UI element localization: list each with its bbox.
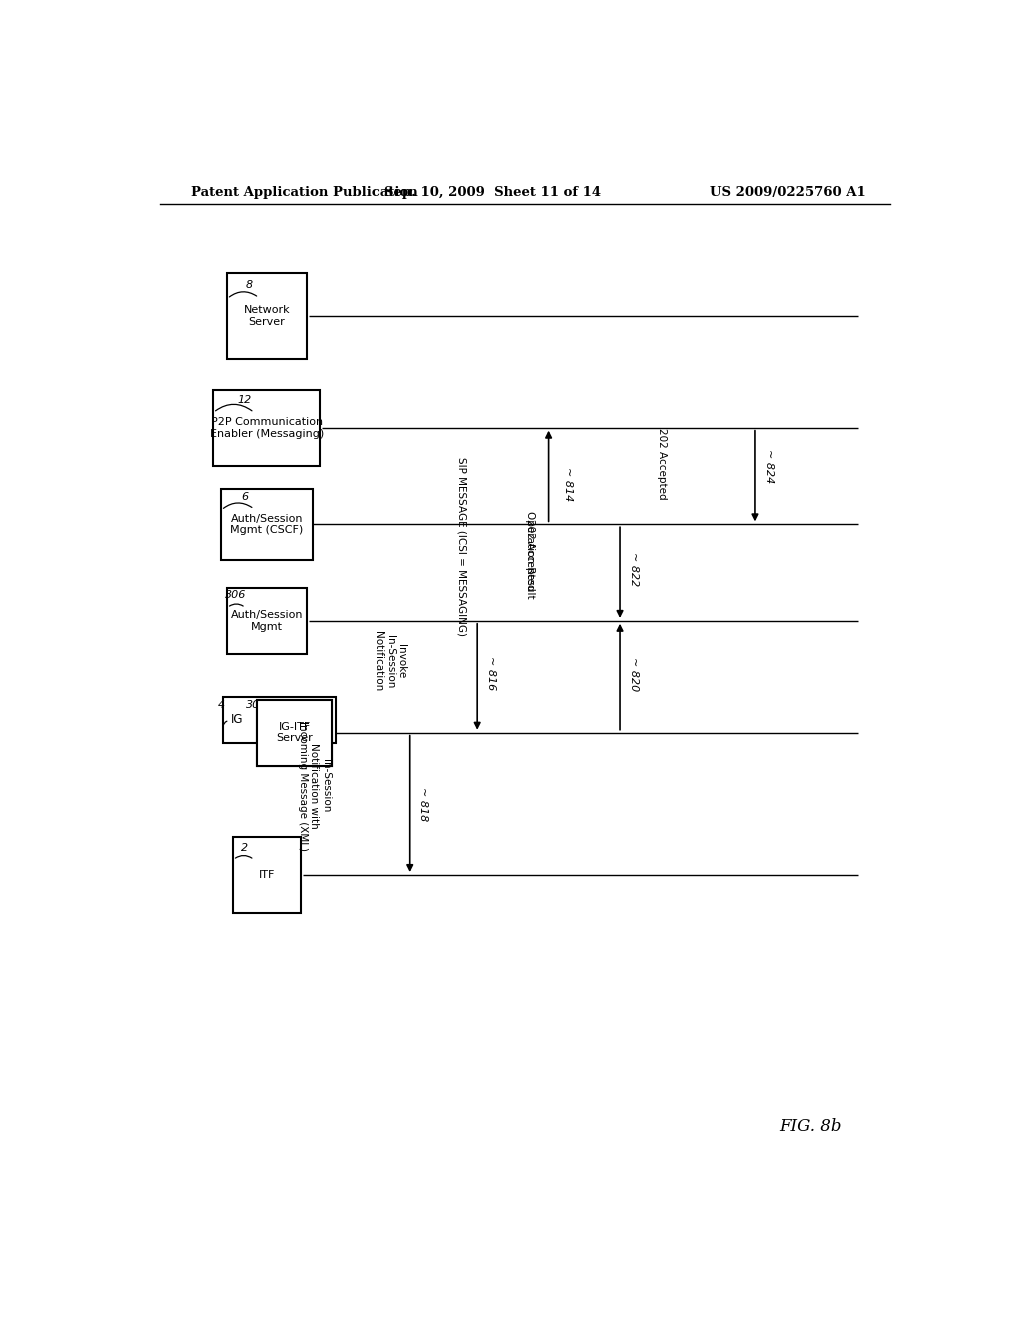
Text: ~ 814: ~ 814 — [563, 466, 573, 500]
Text: 202 Accepted: 202 Accepted — [657, 428, 667, 499]
Text: SIP MESSAGE (ICSI = MESSAGING): SIP MESSAGE (ICSI = MESSAGING) — [457, 457, 466, 636]
Bar — [233, 837, 301, 913]
Bar — [227, 273, 306, 359]
Text: 8: 8 — [246, 280, 253, 290]
Text: FIG. 8b: FIG. 8b — [779, 1118, 842, 1134]
Text: 306: 306 — [225, 590, 247, 601]
Text: 4: 4 — [218, 700, 225, 710]
Bar — [227, 587, 306, 653]
Text: IG: IG — [231, 714, 244, 726]
Text: Operation Result: Operation Result — [525, 511, 536, 598]
Text: P2P Communication
Enabler (Messaging): P2P Communication Enabler (Messaging) — [210, 417, 324, 438]
Text: Auth/Session
Mgmt (CSCF): Auth/Session Mgmt (CSCF) — [230, 513, 303, 535]
Text: IG-ITF
Server: IG-ITF Server — [276, 722, 313, 743]
Bar — [221, 488, 312, 560]
Text: 304: 304 — [246, 700, 267, 710]
Text: Network
Server: Network Server — [244, 305, 290, 327]
Text: Invoke
In-Session
Notification: Invoke In-Session Notification — [374, 631, 407, 692]
Bar — [223, 697, 336, 743]
Text: IG-ITF
Server: IG-ITF Server — [276, 722, 313, 743]
Bar — [213, 389, 321, 466]
Text: In-Session
Notification with
Incoming Message (XML): In-Session Notification with Incoming Me… — [298, 721, 331, 850]
Text: 2: 2 — [241, 842, 248, 853]
Text: ~ 816: ~ 816 — [486, 656, 497, 690]
Text: ~ 822: ~ 822 — [630, 552, 639, 586]
Text: US 2009/0225760 A1: US 2009/0225760 A1 — [711, 186, 866, 199]
Text: ~ 824: ~ 824 — [764, 449, 774, 483]
Text: 6: 6 — [241, 492, 248, 502]
Text: ~ 818: ~ 818 — [418, 787, 428, 821]
Text: 12: 12 — [238, 395, 252, 405]
Text: ITF: ITF — [259, 870, 275, 880]
Bar — [257, 700, 333, 766]
Text: Sep. 10, 2009  Sheet 11 of 14: Sep. 10, 2009 Sheet 11 of 14 — [384, 186, 602, 199]
Text: ~ 820: ~ 820 — [630, 656, 639, 690]
Bar — [257, 700, 333, 766]
Text: Auth/Session
Mgmt: Auth/Session Mgmt — [230, 610, 303, 632]
Text: 202 Accepted: 202 Accepted — [525, 519, 536, 590]
Text: Patent Application Publication: Patent Application Publication — [191, 186, 418, 199]
